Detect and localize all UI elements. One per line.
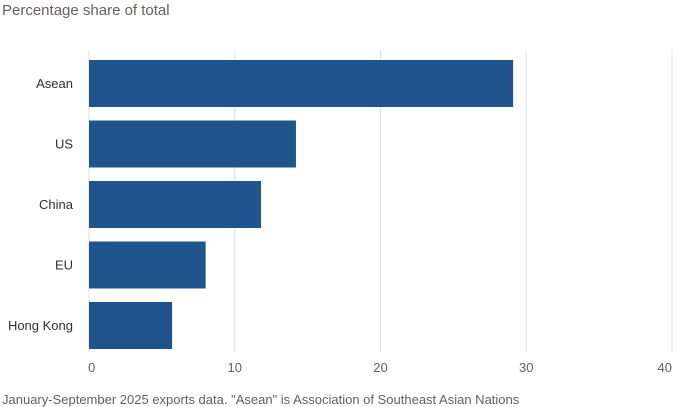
category-labels: Asean US China EU Hong Kong	[8, 76, 74, 333]
x-tick-label: 20	[373, 360, 387, 375]
category-label: Hong Kong	[8, 318, 73, 333]
x-tick-label: 30	[519, 360, 533, 375]
x-tick-label: 10	[228, 360, 242, 375]
category-label: EU	[55, 258, 73, 273]
bar-china	[89, 181, 261, 228]
category-label: China	[39, 197, 74, 212]
category-label: Asean	[36, 76, 73, 91]
chart-subtitle: Percentage share of total	[2, 2, 170, 19]
bar-us	[89, 120, 296, 168]
bar-hong-kong	[89, 302, 173, 349]
x-tick-label: 40	[658, 360, 672, 375]
x-tick-label: 0	[88, 360, 95, 375]
bar-asean	[89, 60, 514, 107]
bar-eu	[89, 241, 206, 289]
bars	[89, 60, 514, 349]
x-axis-ticks: 0 10 20 30 40	[88, 360, 672, 375]
category-label: US	[55, 137, 73, 152]
